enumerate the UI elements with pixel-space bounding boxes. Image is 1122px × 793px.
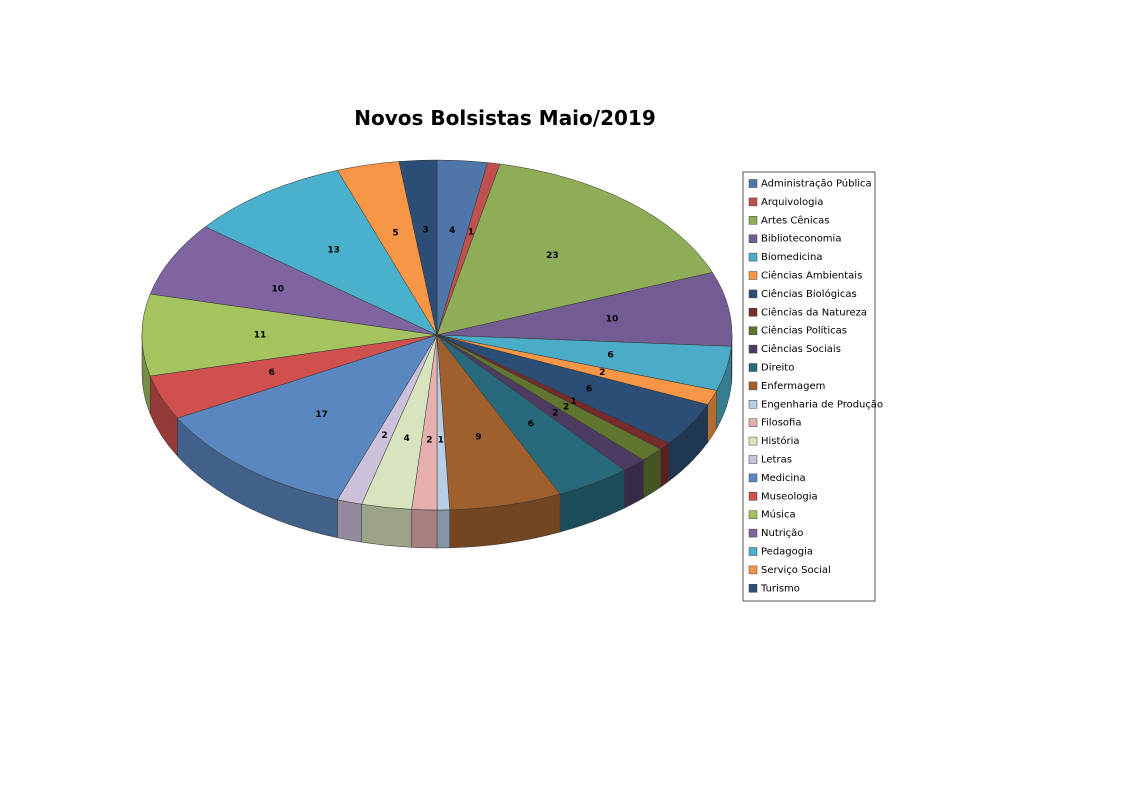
legend-label: Administração Pública (761, 178, 872, 190)
legend-swatch (748, 492, 758, 501)
legend-swatch (748, 216, 758, 225)
legend-label: Museologia (761, 491, 818, 502)
data-label: 4 (449, 226, 455, 236)
data-label: 17 (315, 410, 328, 420)
pie-slice (176, 334, 438, 501)
data-label: 5 (392, 228, 398, 238)
legend-swatch (748, 528, 758, 538)
legend-swatch (748, 418, 758, 427)
legend-swatch (748, 473, 758, 483)
pie-slice (149, 226, 438, 336)
legend-swatch (748, 197, 758, 207)
legend-swatch (748, 326, 758, 335)
legend-label: Artes Cênicas (761, 214, 830, 226)
data-label: 1 (571, 397, 577, 407)
legend-swatch (748, 271, 758, 280)
legend-swatch (748, 510, 758, 519)
pie-slice (204, 169, 438, 336)
legend-label: Ciências da Natureza (761, 306, 867, 318)
legend-label: Letras (761, 455, 792, 466)
pie-slice (436, 272, 733, 347)
legend-swatch (748, 252, 758, 262)
legend-swatch (748, 584, 758, 593)
data-label: 11 (254, 331, 267, 341)
legend-label: Ciências Ambientais (761, 270, 862, 282)
legend-label: Arquivologia (761, 197, 823, 208)
data-label: 3 (422, 226, 428, 236)
legend-label: Turismo (760, 583, 800, 594)
slice-side (361, 503, 412, 548)
legend-label: Biblioteconomia (761, 234, 841, 245)
data-label: 9 (475, 433, 481, 443)
legend-label: Nutrição (761, 528, 803, 539)
data-label: 4 (404, 434, 410, 444)
legend-swatch (748, 308, 758, 317)
slice-side (436, 509, 450, 549)
slice-side (411, 509, 438, 549)
legend-label: Ciências Biológicas (761, 288, 857, 300)
pie-slice (398, 159, 438, 336)
data-label: 2 (563, 402, 569, 412)
legend-swatch (748, 455, 758, 464)
chart-title: Novos Bolsistas Maio/2019 (354, 106, 656, 130)
data-label: 2 (381, 431, 387, 441)
data-label: 2 (552, 409, 558, 419)
legend-label: Pedagogia (761, 547, 813, 558)
legend-label: Ciências Sociais (761, 343, 841, 355)
legend-swatch (748, 381, 758, 391)
data-label: 1 (468, 227, 474, 237)
data-label: 13 (327, 245, 340, 255)
legend-label: Música (761, 509, 796, 521)
slice-side (660, 442, 670, 488)
legend-label: História (761, 435, 800, 447)
legend-label: Enfermagem (761, 381, 825, 392)
legend-swatch (748, 234, 758, 243)
pie-slice (436, 163, 713, 336)
legend-swatch (748, 179, 758, 188)
data-label: 2 (426, 435, 432, 445)
legend-swatch (748, 400, 758, 409)
data-label: 6 (528, 419, 534, 429)
legend-box (742, 171, 876, 602)
data-label: 6 (586, 384, 592, 394)
data-label: 6 (608, 351, 614, 361)
legend-swatch (748, 436, 758, 446)
legend-swatch (748, 363, 758, 372)
pie-slice (141, 293, 438, 377)
data-label: 1 (438, 435, 444, 445)
data-label: 23 (546, 251, 559, 261)
legend-swatch (748, 565, 758, 575)
legend-swatch (748, 547, 758, 556)
legend-label: Filosofia (761, 418, 801, 429)
pie-tops (141, 159, 733, 511)
legend-label: Biomedicina (761, 252, 823, 263)
legend-label: Serviço Social (761, 565, 831, 576)
legend-swatch (748, 289, 758, 299)
legend-label: Direito (761, 363, 794, 374)
data-label: 10 (606, 315, 619, 325)
data-label: 10 (271, 285, 284, 295)
slice-side (337, 499, 362, 543)
legend-label: Engenharia de Produção (761, 399, 883, 410)
legend-label: Ciências Políticas (761, 325, 847, 337)
legend-swatch (748, 344, 758, 354)
legend-label: Medicina (761, 473, 806, 484)
data-label: 6 (269, 368, 275, 378)
data-label: 2 (599, 368, 605, 378)
